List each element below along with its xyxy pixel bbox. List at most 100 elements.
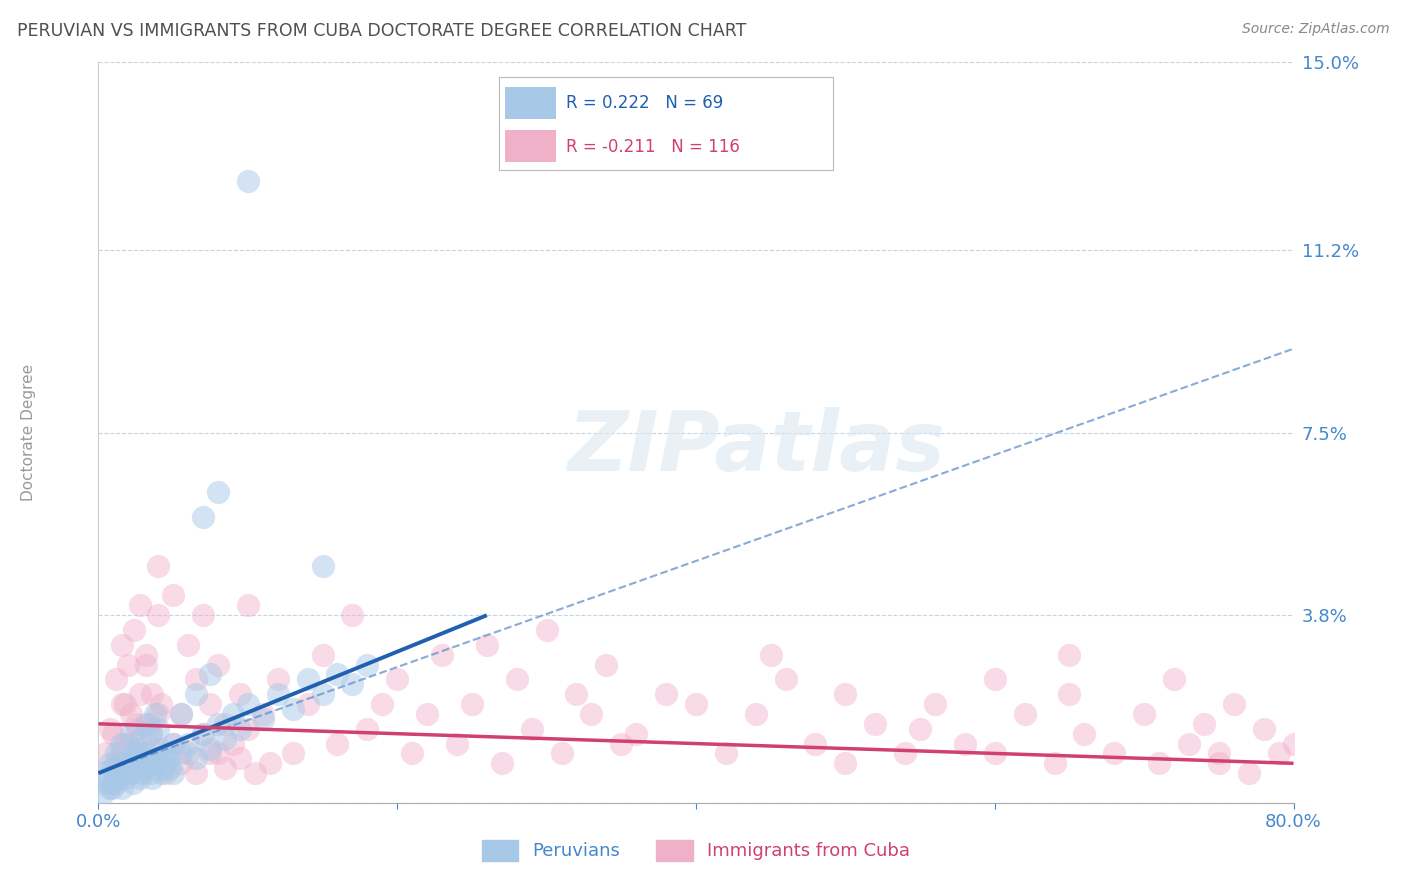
Point [200, 747, 222, 761]
Point [245, 766, 267, 780]
Point [281, 747, 304, 761]
Point [536, 623, 558, 637]
Point [953, 737, 976, 751]
Point [125, 716, 148, 731]
Point [236, 722, 259, 736]
Point [520, 722, 543, 736]
Point [105, 673, 128, 687]
Point [236, 174, 259, 188]
Point [184, 766, 207, 780]
Point [626, 727, 648, 741]
Point [281, 702, 304, 716]
Point [200, 741, 222, 756]
Point [135, 716, 157, 731]
Point [252, 706, 274, 721]
Point [149, 741, 172, 756]
Text: Source: ZipAtlas.com: Source: ZipAtlas.com [1241, 22, 1389, 37]
Point [200, 667, 222, 681]
Point [775, 673, 797, 687]
Point [153, 761, 176, 775]
Point [110, 737, 132, 751]
Point [105, 776, 128, 790]
Point [93, 766, 115, 780]
Point [475, 638, 498, 652]
Point [150, 697, 173, 711]
Point [461, 697, 484, 711]
Point [714, 747, 737, 761]
Point [148, 558, 170, 573]
Point [984, 747, 1007, 761]
Point [595, 657, 617, 672]
Point [342, 608, 364, 623]
Point [200, 697, 222, 711]
Point [143, 706, 166, 721]
Point [1163, 673, 1185, 687]
Point [356, 657, 378, 672]
Point [117, 737, 139, 751]
Point [191, 509, 214, 524]
Point [1059, 687, 1081, 701]
Point [894, 747, 917, 761]
Point [222, 706, 245, 721]
Point [311, 648, 333, 662]
Point [1237, 766, 1260, 780]
Point [127, 747, 149, 761]
Point [101, 780, 124, 795]
Point [114, 697, 136, 711]
Point [610, 737, 633, 751]
Point [229, 687, 252, 701]
Point [191, 727, 214, 741]
Point [1192, 716, 1215, 731]
Point [267, 673, 290, 687]
Point [865, 716, 887, 731]
Point [297, 673, 319, 687]
Point [139, 727, 162, 741]
Text: ZIPatlas: ZIPatlas [567, 407, 945, 488]
Point [162, 737, 184, 751]
Point [91, 786, 114, 800]
Point [136, 756, 159, 771]
Point [127, 722, 149, 736]
Point [326, 737, 349, 751]
Point [117, 756, 139, 771]
Point [1282, 737, 1305, 751]
Point [1104, 747, 1126, 761]
Point [148, 608, 170, 623]
Point [162, 737, 184, 751]
Point [120, 766, 142, 780]
Point [129, 771, 152, 785]
Y-axis label: Doctorate Degree: Doctorate Degree [21, 364, 37, 501]
Point [121, 776, 143, 790]
Point [111, 780, 134, 795]
Point [120, 706, 142, 721]
Point [184, 751, 207, 765]
Point [132, 747, 155, 761]
Point [159, 761, 181, 775]
Point [252, 712, 274, 726]
Point [1253, 722, 1275, 736]
Point [141, 771, 163, 785]
Point [1133, 706, 1156, 721]
Point [1043, 756, 1066, 771]
Point [94, 771, 117, 785]
Point [110, 747, 132, 761]
Point [103, 727, 125, 741]
Point [1147, 756, 1170, 771]
Point [229, 722, 252, 736]
Point [581, 706, 603, 721]
Point [129, 599, 152, 613]
Point [94, 747, 117, 761]
Point [214, 731, 236, 746]
Point [103, 761, 125, 775]
Point [214, 716, 236, 731]
Point [114, 756, 136, 771]
Point [222, 737, 245, 751]
Point [169, 756, 191, 771]
Point [155, 747, 177, 761]
Point [132, 751, 155, 765]
Point [129, 687, 152, 701]
Legend: Peruvians, Immigrants from Cuba: Peruvians, Immigrants from Cuba [475, 832, 917, 868]
Point [125, 741, 148, 756]
Point [138, 716, 160, 731]
Point [184, 687, 207, 701]
